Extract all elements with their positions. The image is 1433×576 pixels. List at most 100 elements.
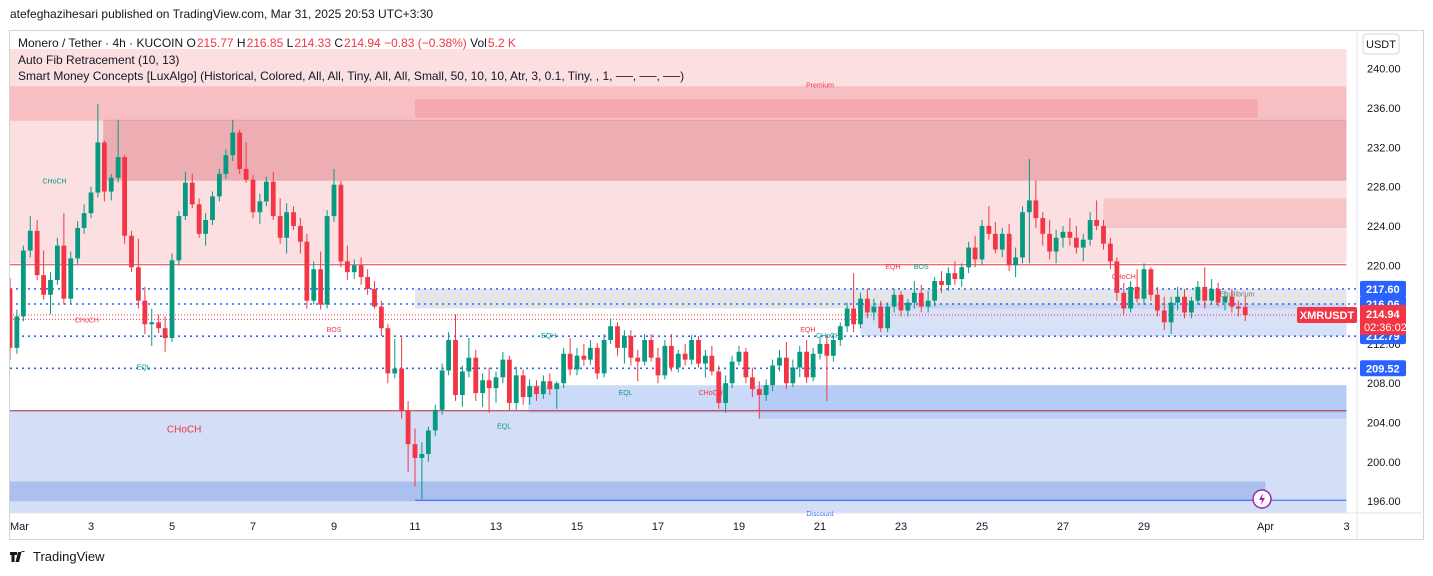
candle[interactable]: [932, 277, 938, 307]
candle[interactable]: [169, 253, 175, 342]
candle[interactable]: [594, 342, 600, 380]
candle[interactable]: [1128, 281, 1134, 313]
candle[interactable]: [338, 180, 344, 268]
candle[interactable]: [554, 381, 560, 409]
candle[interactable]: [48, 272, 53, 315]
candle[interactable]: [1154, 286, 1160, 317]
candle[interactable]: [1087, 212, 1093, 246]
candle[interactable]: [1080, 233, 1086, 262]
candle[interactable]: [783, 341, 789, 390]
candle[interactable]: [743, 347, 749, 384]
candle[interactable]: [500, 351, 506, 384]
candle[interactable]: [1134, 269, 1140, 303]
candle[interactable]: [243, 142, 249, 183]
candle[interactable]: [68, 251, 74, 305]
candle[interactable]: [891, 288, 897, 313]
candle[interactable]: [709, 345, 715, 376]
candle[interactable]: [716, 365, 722, 409]
candle[interactable]: [736, 345, 742, 366]
candle[interactable]: [763, 379, 769, 401]
candle[interactable]: [14, 309, 20, 354]
candle[interactable]: [439, 363, 445, 415]
candle[interactable]: [459, 365, 465, 407]
candle[interactable]: [223, 149, 229, 179]
candle[interactable]: [540, 375, 546, 399]
candle[interactable]: [574, 347, 580, 376]
candle[interactable]: [486, 367, 492, 413]
candle[interactable]: [257, 193, 263, 224]
candle[interactable]: [682, 343, 688, 366]
candle[interactable]: [527, 379, 533, 405]
candle[interactable]: [446, 332, 452, 376]
candle[interactable]: [1148, 267, 1154, 301]
candle[interactable]: [587, 339, 593, 365]
candle[interactable]: [905, 298, 911, 317]
candle[interactable]: [399, 336, 405, 419]
indicator-fib[interactable]: Auto Fib Retracement (10, 13): [18, 52, 180, 67]
candle[interactable]: [291, 206, 296, 230]
candle[interactable]: [1195, 281, 1201, 305]
candle[interactable]: [473, 349, 479, 401]
candle[interactable]: [675, 349, 681, 373]
candle[interactable]: [864, 288, 870, 319]
indicator-smc[interactable]: Smart Money Concepts [LuxAlgo] (Historic…: [18, 69, 685, 83]
candle[interactable]: [1006, 223, 1012, 272]
candle[interactable]: [344, 245, 350, 281]
candle[interactable]: [972, 235, 978, 268]
candle[interactable]: [506, 355, 512, 411]
candle[interactable]: [1026, 159, 1032, 264]
candle[interactable]: [1067, 218, 1073, 246]
candle[interactable]: [372, 281, 377, 309]
candle[interactable]: [1040, 212, 1046, 246]
candle[interactable]: [1242, 296, 1248, 322]
candle[interactable]: [952, 261, 958, 285]
candle[interactable]: [567, 338, 573, 376]
candle[interactable]: [1020, 206, 1025, 264]
candle[interactable]: [1229, 288, 1235, 313]
candle[interactable]: [608, 318, 614, 344]
candle[interactable]: [729, 355, 735, 389]
candle[interactable]: [911, 281, 917, 309]
candle[interactable]: [642, 334, 648, 366]
candle[interactable]: [108, 173, 114, 201]
candle[interactable]: [817, 338, 823, 360]
candle[interactable]: [662, 339, 668, 380]
candle[interactable]: [453, 314, 458, 401]
candle[interactable]: [844, 302, 850, 333]
candle[interactable]: [885, 302, 891, 333]
candle[interactable]: [88, 186, 94, 219]
candle[interactable]: [1202, 267, 1208, 309]
candle[interactable]: [250, 174, 256, 219]
candle[interactable]: [61, 213, 67, 305]
candle[interactable]: [918, 284, 924, 313]
candle[interactable]: [520, 369, 526, 405]
candle[interactable]: [425, 426, 431, 462]
candle[interactable]: [182, 171, 188, 221]
candle[interactable]: [513, 366, 519, 410]
candle[interactable]: [297, 218, 303, 254]
candle[interactable]: [318, 251, 324, 310]
candle[interactable]: [1215, 282, 1221, 307]
candle[interactable]: [54, 237, 60, 285]
candle[interactable]: [466, 338, 472, 378]
candle[interactable]: [648, 334, 654, 362]
candle[interactable]: [655, 347, 661, 384]
candle[interactable]: [189, 173, 195, 209]
candle[interactable]: [1094, 200, 1100, 230]
candle[interactable]: [790, 359, 796, 388]
candle[interactable]: [405, 400, 411, 472]
candle[interactable]: [999, 227, 1005, 258]
candle[interactable]: [1235, 300, 1241, 317]
candle[interactable]: [95, 104, 101, 198]
candle[interactable]: [547, 373, 553, 396]
candle[interactable]: [723, 375, 729, 413]
candle[interactable]: [432, 404, 438, 437]
candle[interactable]: [824, 336, 830, 401]
candle[interactable]: [304, 233, 310, 309]
candle[interactable]: [1053, 229, 1059, 264]
candle[interactable]: [1182, 288, 1187, 319]
candle[interactable]: [263, 176, 269, 207]
candle[interactable]: [945, 267, 951, 291]
candle[interactable]: [122, 155, 128, 244]
candle[interactable]: [41, 250, 47, 300]
